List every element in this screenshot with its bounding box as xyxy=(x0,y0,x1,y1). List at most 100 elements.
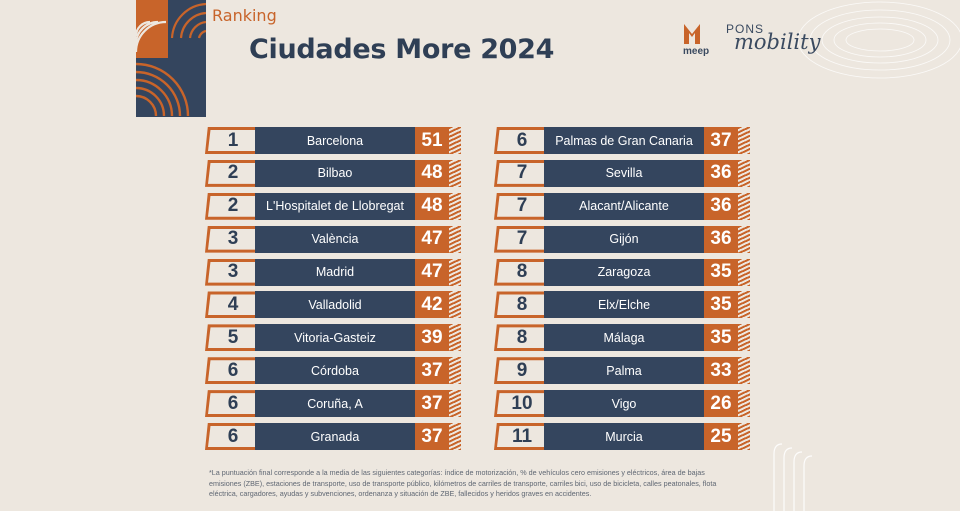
city-name: Valladolid xyxy=(255,291,415,319)
rank-badge: 6 xyxy=(205,423,261,451)
city-score: 48 xyxy=(415,159,449,187)
city-score: 37 xyxy=(704,127,738,154)
stripe-decoration xyxy=(738,127,750,154)
city-score: 47 xyxy=(415,258,449,286)
rank-number: 7 xyxy=(497,228,547,250)
rank-badge: 10 xyxy=(494,390,550,418)
stripe-decoration xyxy=(449,192,461,220)
city-score: 25 xyxy=(704,423,738,451)
mobility-logo-text: mobility xyxy=(734,30,821,54)
city-score: 39 xyxy=(415,324,449,352)
city-score: 47 xyxy=(415,225,449,253)
city-name: Vigo xyxy=(544,390,704,418)
city-name: Granada xyxy=(255,423,415,451)
city-name: Bilbao xyxy=(255,159,415,187)
rank-badge: 3 xyxy=(205,258,261,286)
stripe-decoration xyxy=(738,159,750,187)
rank-badge: 6 xyxy=(205,390,261,418)
stripe-decoration xyxy=(449,390,461,418)
stripe-decoration xyxy=(449,423,461,451)
city-name: Córdoba xyxy=(255,357,415,385)
rank-badge: 6 xyxy=(494,127,550,154)
city-score: 33 xyxy=(704,357,738,385)
city-score: 51 xyxy=(415,127,449,154)
pons-logo-text: PONS xyxy=(726,22,765,36)
city-name: Alacant/Alicante xyxy=(544,192,704,220)
city-score: 35 xyxy=(704,258,738,286)
rank-badge: 6 xyxy=(205,357,261,385)
stripe-decoration xyxy=(738,291,750,319)
page-title: Ciudades More 2024 xyxy=(249,34,555,65)
stripe-decoration xyxy=(449,159,461,187)
city-name: L'Hospitalet de Llobregat xyxy=(255,192,415,220)
rank-number: 1 xyxy=(208,130,258,151)
city-score: 48 xyxy=(415,192,449,220)
stripe-decoration xyxy=(738,390,750,418)
rank-number: 8 xyxy=(497,261,547,283)
city-score: 36 xyxy=(704,159,738,187)
rank-number: 6 xyxy=(208,426,258,448)
city-name: Madrid xyxy=(255,258,415,286)
city-name: Gijón xyxy=(544,225,704,253)
rank-number: 6 xyxy=(208,393,258,415)
city-name: Sevilla xyxy=(544,159,704,187)
rank-number: 8 xyxy=(497,327,547,349)
stripe-decoration xyxy=(449,225,461,253)
city-name: Palma xyxy=(544,357,704,385)
rank-number: 10 xyxy=(497,393,547,415)
rank-number: 2 xyxy=(208,195,258,217)
rank-badge: 7 xyxy=(494,159,550,187)
city-score: 26 xyxy=(704,390,738,418)
rank-number: 3 xyxy=(208,261,258,283)
rank-badge: 4 xyxy=(205,291,261,319)
meep-logo-text: meep xyxy=(683,46,710,57)
ranking-subtitle: Ranking xyxy=(212,6,277,25)
city-name: Coruña, A xyxy=(255,390,415,418)
stripe-decoration xyxy=(449,258,461,286)
stripe-decoration xyxy=(738,324,750,352)
city-score: 37 xyxy=(415,357,449,385)
rank-number: 7 xyxy=(497,195,547,217)
stripe-decoration xyxy=(738,258,750,286)
city-name: Barcelona xyxy=(255,127,415,154)
city-score: 37 xyxy=(415,390,449,418)
footnote: *La puntuación final corresponde a la me… xyxy=(209,468,717,498)
logo-area xyxy=(684,1,960,79)
city-score: 36 xyxy=(704,192,738,220)
city-score: 42 xyxy=(415,291,449,319)
city-name: València xyxy=(255,225,415,253)
rank-badge: 9 xyxy=(494,357,550,385)
rank-number: 5 xyxy=(208,327,258,349)
rank-number: 4 xyxy=(208,294,258,316)
stripe-decoration xyxy=(738,225,750,253)
decorative-pattern xyxy=(136,0,206,117)
decorative-lines xyxy=(773,443,813,511)
rank-number: 7 xyxy=(497,162,547,184)
rank-badge: 11 xyxy=(494,423,550,451)
city-name: Palmas de Gran Canaria xyxy=(544,127,704,154)
stripe-decoration xyxy=(449,291,461,319)
rank-number: 2 xyxy=(208,162,258,184)
rank-badge: 7 xyxy=(494,192,550,220)
meep-logo-icon xyxy=(684,24,700,44)
rank-badge: 3 xyxy=(205,225,261,253)
rank-badge: 5 xyxy=(205,324,261,352)
rank-number: 6 xyxy=(208,360,258,382)
city-name: Málaga xyxy=(544,324,704,352)
city-name: Zaragoza xyxy=(544,258,704,286)
city-score: 35 xyxy=(704,291,738,319)
stripe-decoration xyxy=(449,127,461,154)
rank-badge: 2 xyxy=(205,192,261,220)
city-score: 35 xyxy=(704,324,738,352)
stripe-decoration xyxy=(449,357,461,385)
stripe-decoration xyxy=(738,192,750,220)
rank-badge: 2 xyxy=(205,159,261,187)
stripe-decoration xyxy=(738,357,750,385)
rank-badge: 8 xyxy=(494,258,550,286)
rank-badge: 8 xyxy=(494,324,550,352)
rank-number: 3 xyxy=(208,228,258,250)
rank-badge: 7 xyxy=(494,225,550,253)
rank-number: 6 xyxy=(497,130,547,151)
city-name: Murcia xyxy=(544,423,704,451)
rank-badge: 8 xyxy=(494,291,550,319)
